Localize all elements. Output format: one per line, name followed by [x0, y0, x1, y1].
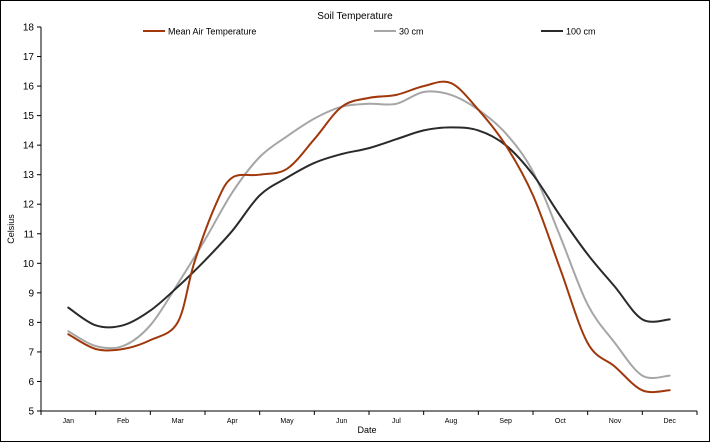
axes [37, 26, 698, 415]
y-tick-label: 9 [28, 288, 34, 299]
x-tick-label: Sep [499, 418, 512, 425]
y-tick-label: 6 [28, 377, 34, 388]
x-tick-label: Feb [117, 418, 129, 425]
legend-label: 100 cm [566, 27, 596, 37]
y-tick-label: 7 [28, 347, 34, 358]
y-tick-label: 14 [23, 141, 35, 152]
x-tick-label: Mar [172, 418, 185, 425]
x-tick-label: Jul [392, 418, 401, 425]
series-line-100-cm [67, 126, 671, 329]
x-tick-label: Oct [555, 418, 566, 425]
plot-area [67, 80, 671, 394]
legend-label: Mean Air Temperature [168, 27, 256, 37]
y-tick-label: 10 [23, 259, 35, 270]
x-axis-label: Date [357, 425, 376, 435]
series-line-30-cm [67, 90, 671, 379]
legend: Mean Air Temperature 30 cm 100 cm [143, 27, 596, 37]
x-tick-label: Aug [445, 418, 458, 425]
y-tick-label: 8 [28, 318, 34, 329]
y-tick-label: 13 [23, 170, 35, 181]
y-tick-label: 16 [23, 82, 35, 93]
tick-labels: 5 6 7 8 9 10 11 12 13 14 15 16 17 18 Jan Feb Mar Apr May Ju… [23, 23, 677, 426]
series-line-mean-air-temperature [67, 80, 671, 394]
x-tick-label: Jan [63, 418, 74, 425]
x-tick-label: Dec [663, 418, 676, 425]
y-tick-label: 5 [28, 407, 34, 418]
y-axis-label: Celsius [6, 214, 16, 244]
y-tick-label: 15 [23, 111, 35, 122]
x-tick-label: May [280, 418, 294, 425]
chart-title: Soil Temperature [317, 11, 393, 22]
y-tick-label: 12 [23, 200, 35, 211]
x-tick-label: Jun [336, 418, 347, 425]
x-tick-label: Nov [609, 418, 622, 425]
x-tick-label: Apr [227, 418, 239, 425]
y-tick-label: 17 [23, 52, 35, 63]
y-tick-label: 18 [23, 23, 35, 34]
y-tick-label: 11 [24, 229, 35, 240]
legend-label: 30 cm [399, 27, 424, 37]
